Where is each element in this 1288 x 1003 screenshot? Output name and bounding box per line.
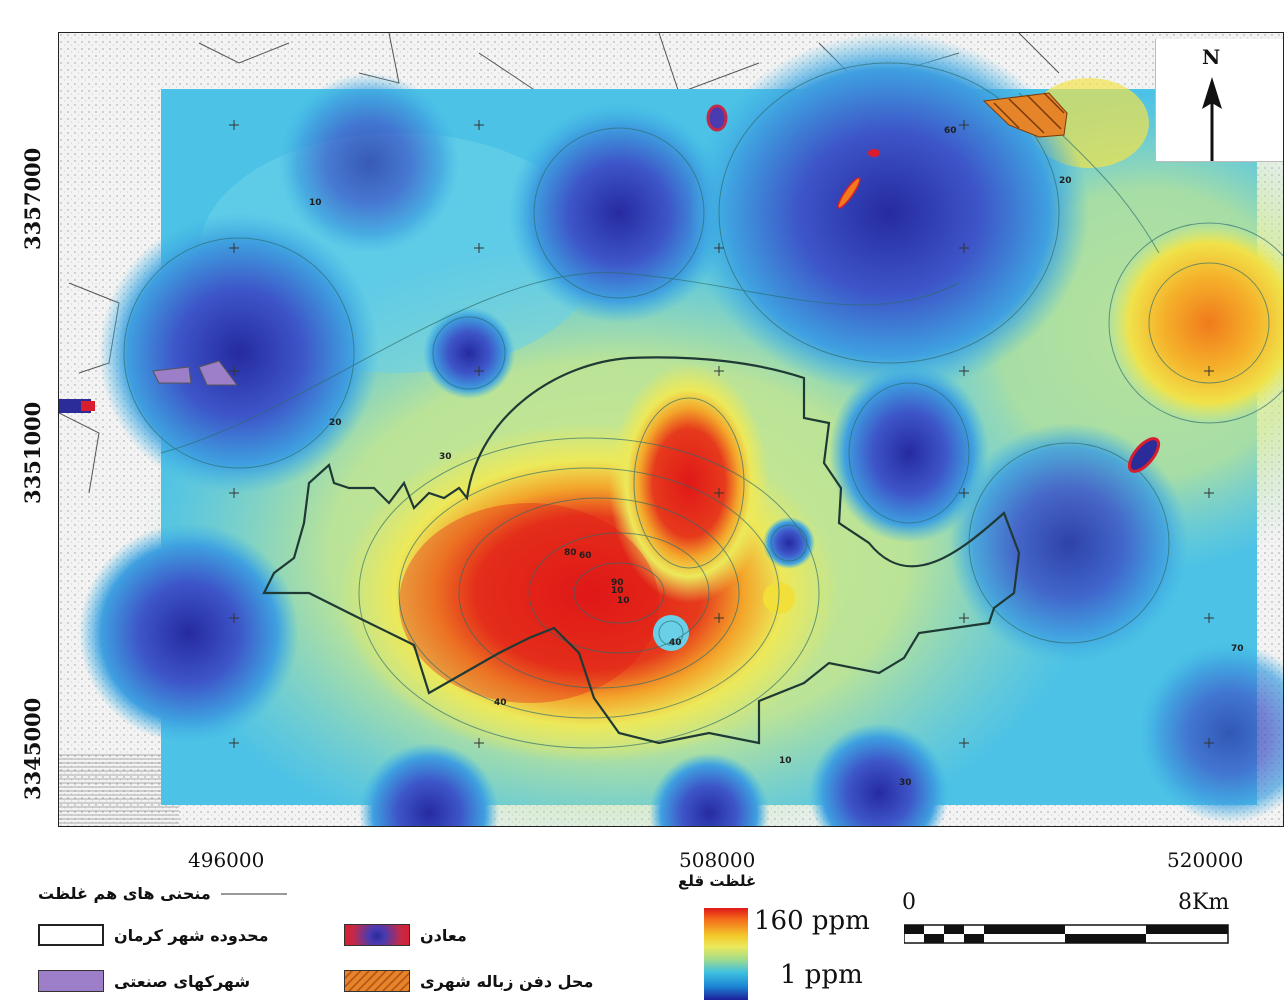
contour-value-label: 10	[611, 586, 624, 596]
contour-value-label: 10	[309, 198, 322, 208]
north-label: N	[1202, 45, 1221, 69]
legend-landfill: محل دفن زباله شهری	[344, 970, 593, 992]
y-tick-label: 3345000	[20, 697, 45, 800]
contour-value-label: 80	[564, 548, 577, 558]
mine-markers	[59, 104, 1161, 473]
concentration-surface	[79, 33, 1283, 826]
contour-lines	[123, 62, 1283, 749]
legend-isolines: منحنی های هم غلظت	[38, 884, 287, 903]
city-boundary-swatch	[38, 924, 104, 946]
contour-value-label: 10	[617, 596, 630, 606]
colorbar-max-label: 160 ppm	[754, 906, 870, 936]
contour-value-label: 60	[944, 126, 957, 136]
legend-mines-label: معادن	[420, 925, 467, 945]
industrial-town-swatch	[38, 970, 104, 992]
map-frame: 10 20 20 30 40 60 80 90 10 10 10 30 60 70 40 N	[58, 32, 1284, 827]
y-tick-label: 3351000	[20, 401, 45, 504]
x-tick-label: 508000	[679, 848, 756, 872]
legend-industrial-towns: شهرکهای صنعتی	[38, 970, 250, 992]
contour-value-label: 20	[329, 418, 342, 428]
north-arrow-box: N	[1155, 39, 1283, 162]
concentration-colorbar	[704, 908, 748, 1000]
industrial-town-markers	[152, 360, 238, 386]
scale-bar	[904, 924, 1229, 944]
kerman-city-boundary	[262, 356, 1021, 745]
x-tick-label: 496000	[188, 848, 265, 872]
contour-value-label: 40	[669, 638, 682, 648]
landfill-swatch	[344, 970, 410, 992]
legend-city-boundary: محدوده شهر کرمان	[38, 924, 269, 946]
x-tick-label: 520000	[1167, 848, 1244, 872]
mines-swatch	[344, 924, 410, 946]
contour-value-label: 30	[439, 452, 452, 462]
grid-crosses	[229, 120, 1214, 748]
contour-value-label: 40	[494, 698, 507, 708]
isoline-swatch	[220, 892, 287, 895]
contour-value-label: 60	[579, 551, 592, 561]
scale-start-label: 0	[902, 890, 916, 915]
colorbar-min-label: 1 ppm	[780, 960, 863, 990]
contour-value-label: 20	[1059, 176, 1072, 186]
contour-value-label: 70	[1231, 644, 1244, 654]
contour-value-label: 10	[779, 756, 792, 766]
north-arrow-icon	[1202, 77, 1222, 161]
contour-value-label: 30	[899, 778, 912, 788]
legend-industrial-towns-label: شهرکهای صنعتی	[114, 971, 251, 991]
contour-value-label: 90	[611, 578, 624, 588]
y-tick-label: 3357000	[20, 147, 45, 250]
legend-mines: معادن	[344, 924, 467, 946]
legend-landfill-label: محل دفن زباله شهری	[420, 971, 594, 991]
scale-end-label: 8Km	[1178, 890, 1230, 915]
legend-city-boundary-label: محدوده شهر کرمان	[114, 925, 269, 945]
legend-isolines-label: منحنی های هم غلظت	[38, 884, 211, 903]
concentration-title: غلظت قلع	[678, 872, 757, 890]
